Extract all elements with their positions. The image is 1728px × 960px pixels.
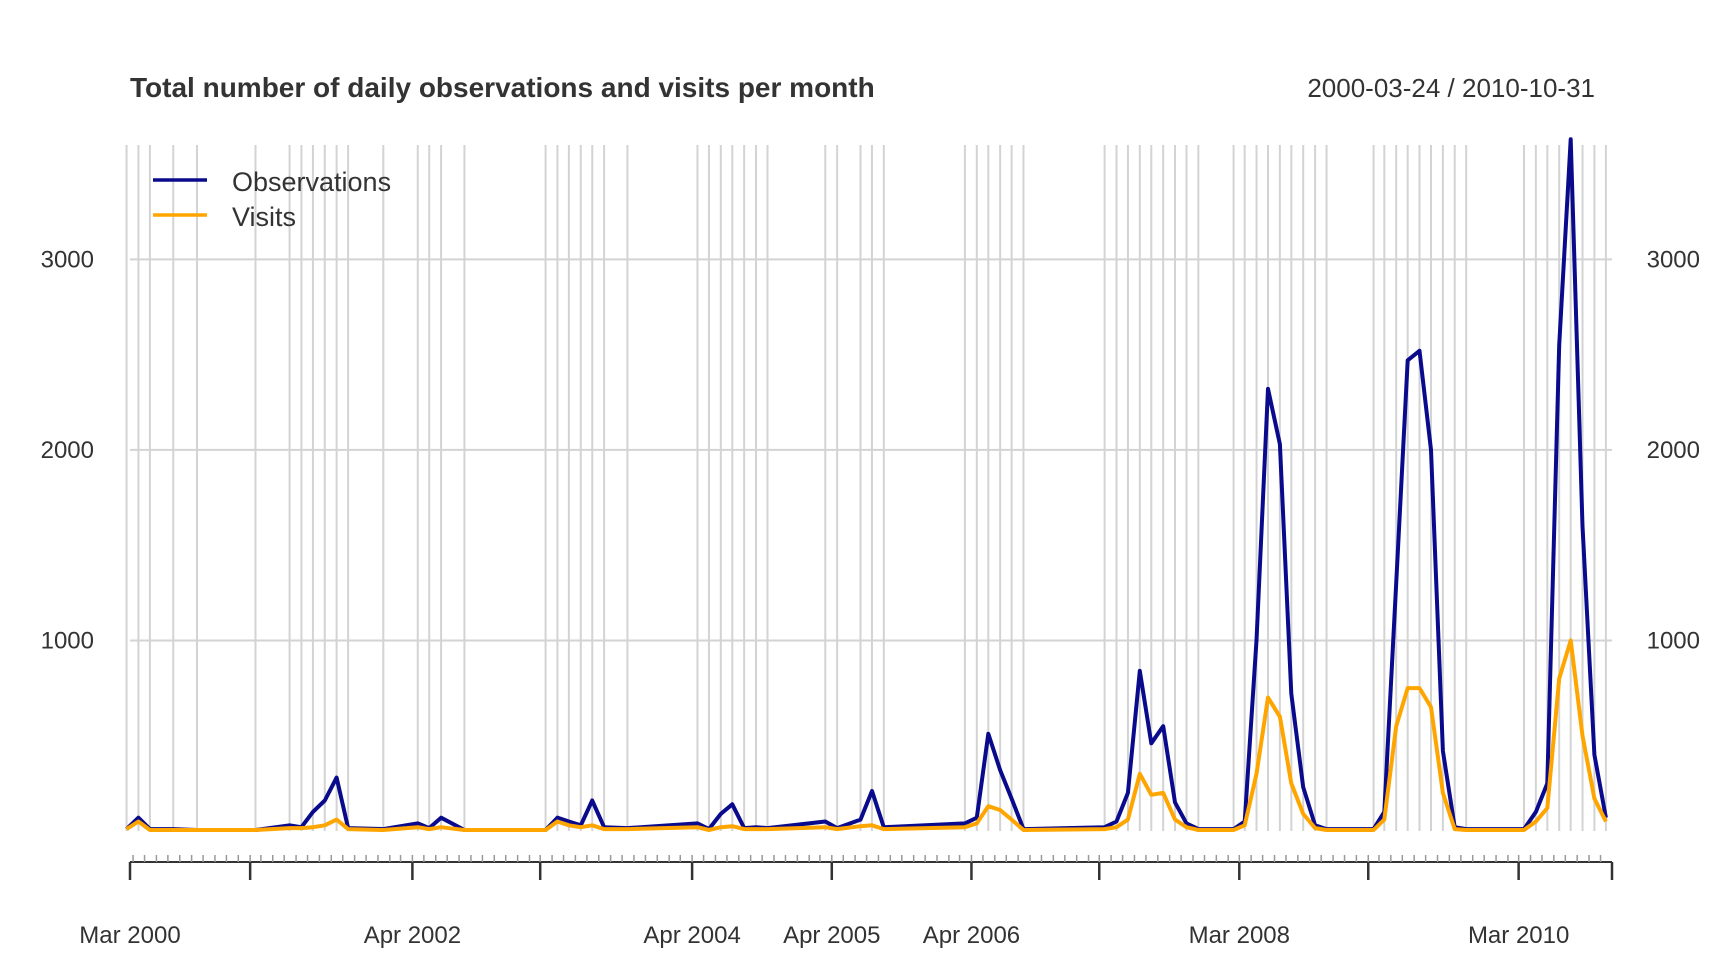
legend: Observations Visits [153,167,391,232]
chart-title: Total number of daily observations and v… [130,72,875,103]
series-layer [125,137,1608,832]
y-tick-label-right: 3000 [1647,246,1700,273]
x-tick-label: Mar 2010 [1468,922,1569,949]
y-tick-label-right: 1000 [1647,627,1700,654]
y-tick-label-left: 1000 [41,627,94,654]
y-axis-left: 1000 2000 3000 [41,246,94,654]
series-line-observations [125,137,1608,832]
legend-label-visits: Visits [232,202,296,232]
y-tick-label-left: 3000 [41,246,94,273]
y-tick-label-left: 2000 [41,437,94,464]
date-range-label: 2000-03-24 / 2010-10-31 [1307,73,1595,103]
y-axis-right: 1000 2000 3000 [1647,246,1700,654]
x-tick-label: Apr 2004 [643,922,740,949]
x-tick-label: Apr 2002 [364,922,461,949]
x-tick-label: Mar 2000 [79,922,180,949]
legend-label-observations: Observations [232,167,391,197]
x-tick-label: Mar 2008 [1189,922,1290,949]
x-axis: Mar 2000 Apr 2002 Apr 2004 Apr 2005 Apr 2006… [79,855,1614,949]
x-tick-label: Apr 2006 [923,922,1020,949]
series-line-visits [125,638,1608,832]
y-tick-label-right: 2000 [1647,437,1700,464]
x-tick-label: Apr 2005 [783,922,880,949]
